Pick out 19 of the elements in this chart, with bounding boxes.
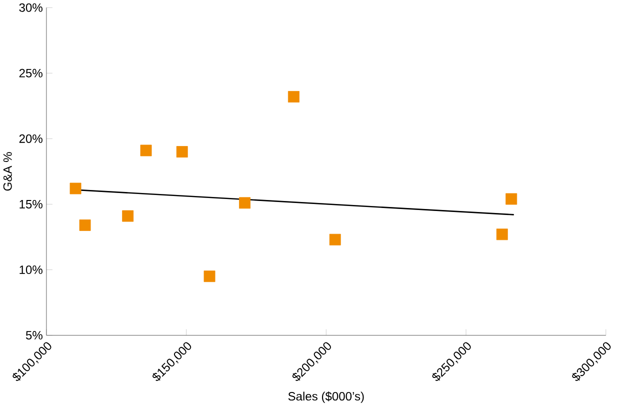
y-tick-label: 5% xyxy=(26,330,42,340)
y-tick-label: 10% xyxy=(20,265,42,274)
point xyxy=(79,219,91,231)
x-axis-title: Sales ($000’s) xyxy=(288,391,364,403)
y-tick-label: 15% xyxy=(20,200,42,208)
y-tick-label: 30% xyxy=(19,3,42,12)
point xyxy=(329,234,341,246)
point xyxy=(204,270,216,282)
point xyxy=(122,210,134,222)
y-axis-title: G&A % xyxy=(3,152,12,190)
point xyxy=(496,228,508,240)
point xyxy=(176,146,188,158)
y-tick-label: 20% xyxy=(19,134,42,143)
y-tick-label: 25% xyxy=(19,68,42,78)
point xyxy=(70,182,82,194)
point xyxy=(506,193,518,205)
point xyxy=(140,144,152,156)
point xyxy=(288,90,300,102)
point xyxy=(239,197,250,209)
